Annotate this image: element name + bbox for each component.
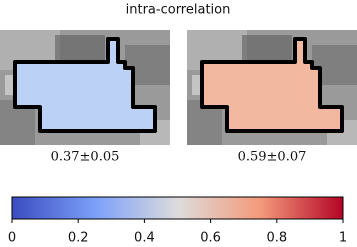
tick-label: 0.8 [266,231,287,246]
caption: 0.59±0.07 [238,150,307,165]
mask-region [200,37,344,133]
colorbar [11,196,344,220]
image-panel [0,30,170,145]
mask-region [13,37,157,133]
title: intra-correlation [126,3,231,18]
colorbar-ticks: 0 0.2 0.4 0.6 0.8 1 [8,219,347,246]
image-panel [187,30,357,145]
tick-label: 0.4 [134,231,155,246]
tick-label: 1 [339,231,347,246]
tick-label: 0.2 [68,231,89,246]
caption: 0.37±0.05 [51,150,120,165]
panels: 0.37±0.05 0.59±0.07 [0,30,357,165]
tick-label: 0.6 [200,231,221,246]
tick-label: 0 [8,231,16,246]
